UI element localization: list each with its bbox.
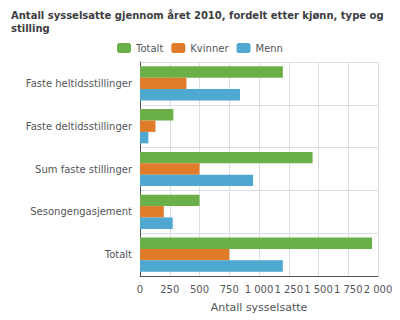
svg-text:Menn: Menn <box>256 43 283 54</box>
svg-text:1 750: 1 750 <box>334 284 363 295</box>
svg-text:500: 500 <box>190 284 209 295</box>
svg-text:Faste heltidsstillinger: Faste heltidsstillinger <box>26 78 133 89</box>
svg-text:Sesongengasjement: Sesongengasjement <box>30 206 132 217</box>
svg-text:250: 250 <box>160 284 179 295</box>
svg-text:1 500: 1 500 <box>304 284 333 295</box>
svg-text:Totalt: Totalt <box>135 43 163 54</box>
svg-text:Antall sysselsatte: Antall sysselsatte <box>211 301 308 314</box>
svg-text:1 000: 1 000 <box>245 284 274 295</box>
svg-text:1 250: 1 250 <box>274 284 303 295</box>
svg-text:Antall sysselsatte gjennom åre: Antall sysselsatte gjennom året 2010, fo… <box>11 9 384 21</box>
svg-text:750: 750 <box>220 284 239 295</box>
svg-text:Kvinner: Kvinner <box>190 43 229 54</box>
svg-text:Faste deltidsstillinger: Faste deltidsstillinger <box>26 121 133 132</box>
svg-text:Sum faste stillinger: Sum faste stillinger <box>35 164 133 175</box>
svg-text:Totalt: Totalt <box>104 249 132 260</box>
svg-text:2 000: 2 000 <box>364 284 393 295</box>
svg-text:0: 0 <box>137 284 143 295</box>
svg-text:stilling: stilling <box>11 23 50 34</box>
